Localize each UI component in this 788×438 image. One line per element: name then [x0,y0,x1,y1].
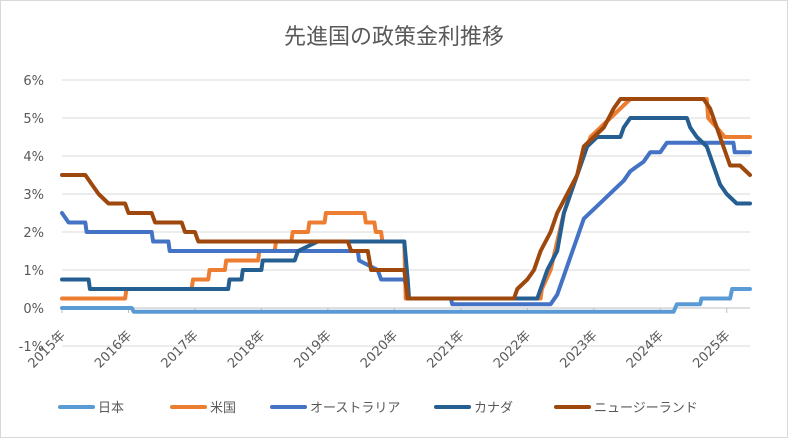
series-line-1 [60,287,752,314]
x-axis-tick-labels: 2015年 2016年 2017年 2018年 2019年 2020年 2021年 2022年… [26,328,734,371]
x-tick-label: 2023年 [557,328,600,371]
y-tick-label: -1% [19,340,44,355]
x-tick-label: 2020年 [358,328,401,371]
series-line-3 [60,140,752,307]
legend-label: 日本 [98,401,124,416]
legend-label: カナダ [474,401,513,416]
series-line-4 [60,116,752,301]
y-tick-label: 6% [23,74,44,89]
y-tick-label: 4% [23,150,44,165]
legend-label: ニュージーランド [594,401,698,416]
y-tick-label: 2% [23,226,44,241]
x-tick-label: 2021年 [424,328,467,371]
legend-label: 米国 [210,401,236,416]
x-tick-label: 2025年 [690,328,733,371]
legend: 日本 米国 オーストラリア カナダ ニュージーランド [58,401,698,416]
x-tick-label: 2022年 [491,328,534,371]
chart-title: 先進国の政策金利推移 [284,25,504,50]
series-lines [60,97,752,314]
y-tick-label: 5% [23,112,44,127]
x-tick-label: 2024年 [624,328,667,371]
y-tick-label: 0% [23,302,44,317]
x-tick-label: 2019年 [292,328,335,371]
x-tick-label: 2016年 [92,328,135,371]
y-axis-tick-labels: -1% 0% 1% 2% 3% 4% 5% 6% [19,74,44,355]
x-tick-label: 2017年 [159,328,202,371]
x-tick-label: 2018年 [225,328,268,371]
y-tick-label: 3% [23,188,44,203]
legend-label: オーストラリア [310,401,400,416]
y-tick-label: 1% [23,264,44,279]
series-line-5 [60,97,752,301]
